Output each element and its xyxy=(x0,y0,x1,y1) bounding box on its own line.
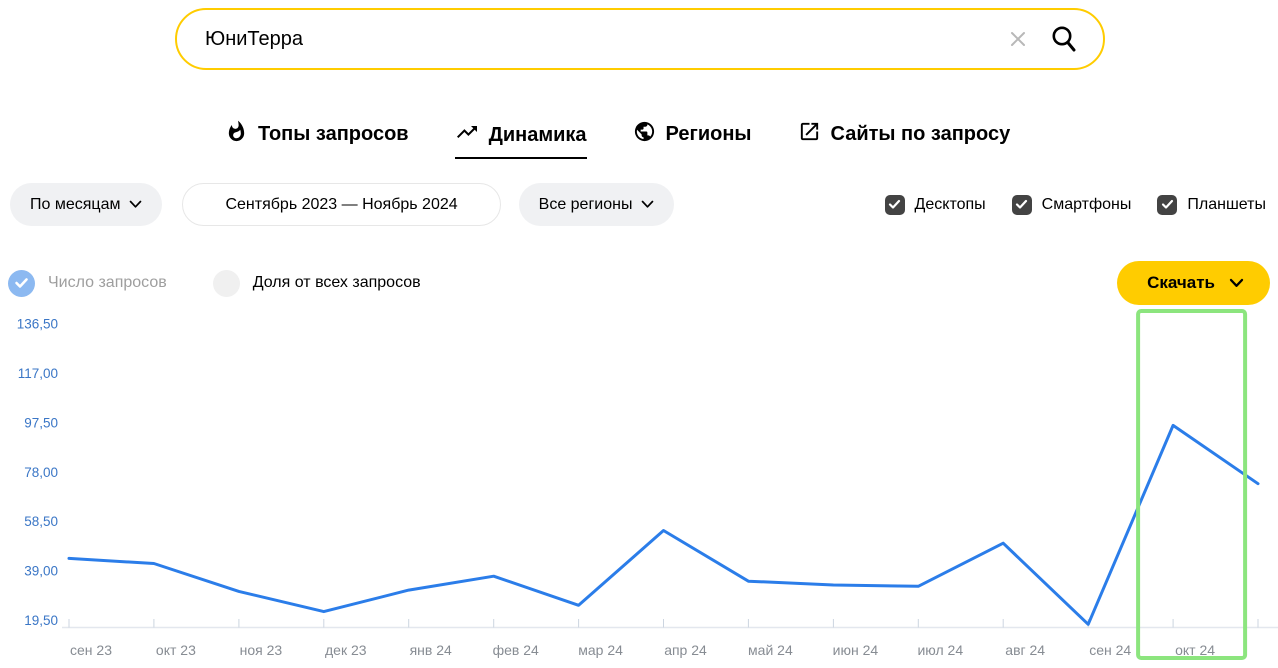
svg-text:58,50: 58,50 xyxy=(24,514,58,529)
toggle-checked-icon xyxy=(8,269,35,297)
svg-text:дек 23: дек 23 xyxy=(325,642,367,658)
search-icon[interactable] xyxy=(1049,24,1079,54)
toggle-label: Доля от всех запросов xyxy=(252,274,421,291)
svg-text:ноя 23: ноя 23 xyxy=(240,642,283,658)
globe-icon xyxy=(633,120,656,149)
svg-text:фев 24: фев 24 xyxy=(493,642,539,658)
device-label: Десктопы xyxy=(914,195,986,213)
granularity-dropdown[interactable]: По месяцам xyxy=(10,183,163,226)
svg-text:мар 24: мар 24 xyxy=(578,642,623,658)
tab-label: Регионы xyxy=(665,123,752,145)
search-box[interactable] xyxy=(175,8,1105,70)
tab-regions[interactable]: Регионы xyxy=(633,120,752,156)
clear-search-icon[interactable] xyxy=(1007,28,1029,50)
trending-up-icon xyxy=(455,120,479,150)
svg-text:136,50: 136,50 xyxy=(17,317,58,332)
svg-text:июл 24: июл 24 xyxy=(917,642,963,658)
toggle-query-count[interactable]: Число запросов xyxy=(8,269,167,297)
checkbox-checked-icon xyxy=(1011,194,1032,215)
svg-text:сен 23: сен 23 xyxy=(70,642,112,658)
dynamics-line-chart: 19,50 39,00 58,50 78,00 97,50 117,00 136,50 сен… xyxy=(0,308,1278,668)
download-label: Скачать xyxy=(1147,273,1215,292)
svg-text:май 24: май 24 xyxy=(748,642,793,658)
metric-toggle-row: Число запросов Доля от всех запросов Ска… xyxy=(0,260,1278,306)
download-button[interactable]: Скачать xyxy=(1117,261,1270,305)
toggle-unchecked-icon xyxy=(212,269,240,297)
svg-text:117,00: 117,00 xyxy=(18,366,58,381)
svg-text:янв 24: янв 24 xyxy=(410,642,452,658)
date-range-button[interactable]: Сентябрь 2023 — Ноябрь 2024 xyxy=(182,183,501,226)
svg-text:авг 24: авг 24 xyxy=(1005,642,1045,658)
tab-label: Динамика xyxy=(488,123,587,146)
region-dropdown[interactable]: Все регионы xyxy=(518,183,675,226)
svg-text:78,00: 78,00 xyxy=(24,465,58,480)
tab-sites-by-query[interactable]: Сайты по запросу xyxy=(798,120,1011,156)
date-range-label: Сентябрь 2023 — Ноябрь 2024 xyxy=(225,195,458,213)
tab-dynamics[interactable]: Динамика xyxy=(454,120,587,159)
svg-text:июн 24: июн 24 xyxy=(833,642,879,658)
fire-icon xyxy=(225,120,248,149)
chevron-down-icon xyxy=(1229,273,1244,293)
device-label: Смартфоны xyxy=(1041,195,1132,213)
checkbox-tablets[interactable]: Планшеты xyxy=(1157,194,1266,215)
external-link-icon xyxy=(798,120,821,149)
svg-text:39,00: 39,00 xyxy=(24,564,58,579)
checkbox-desktops[interactable]: Десктопы xyxy=(884,194,986,215)
tab-top-queries[interactable]: Топы запросов xyxy=(225,120,409,156)
filters-row: По месяцам Сентябрь 2023 — Ноябрь 2024 В… xyxy=(0,183,1278,226)
checkbox-checked-icon xyxy=(1157,194,1178,215)
svg-text:сен 24: сен 24 xyxy=(1089,642,1131,658)
toggle-label: Число запросов xyxy=(48,274,167,291)
granularity-label: По месяцам xyxy=(30,195,121,213)
region-label: Все регионы xyxy=(538,195,633,213)
tab-label: Сайты по запросу xyxy=(830,123,1011,145)
checkbox-smartphones[interactable]: Смартфоны xyxy=(1011,194,1132,215)
tab-label: Топы запросов xyxy=(258,123,409,145)
svg-text:окт 23: окт 23 xyxy=(156,642,196,658)
search-input[interactable] xyxy=(205,27,1007,51)
device-filters: Десктопы Смартфоны Планшеты xyxy=(884,194,1266,215)
device-label: Планшеты xyxy=(1187,195,1266,213)
chevron-down-icon xyxy=(641,196,654,214)
chevron-down-icon xyxy=(129,196,142,214)
svg-text:апр 24: апр 24 xyxy=(664,642,707,658)
toggle-share-of-queries[interactable]: Доля от всех запросов xyxy=(212,269,421,297)
tabs-nav: Топы запросов Динамика Регионы Сайты по … xyxy=(225,120,1278,159)
svg-text:окт 24: окт 24 xyxy=(1175,642,1215,658)
svg-text:97,50: 97,50 xyxy=(24,415,58,430)
search-row xyxy=(0,0,1278,70)
checkbox-checked-icon xyxy=(884,194,905,215)
svg-text:19,50: 19,50 xyxy=(24,613,58,628)
